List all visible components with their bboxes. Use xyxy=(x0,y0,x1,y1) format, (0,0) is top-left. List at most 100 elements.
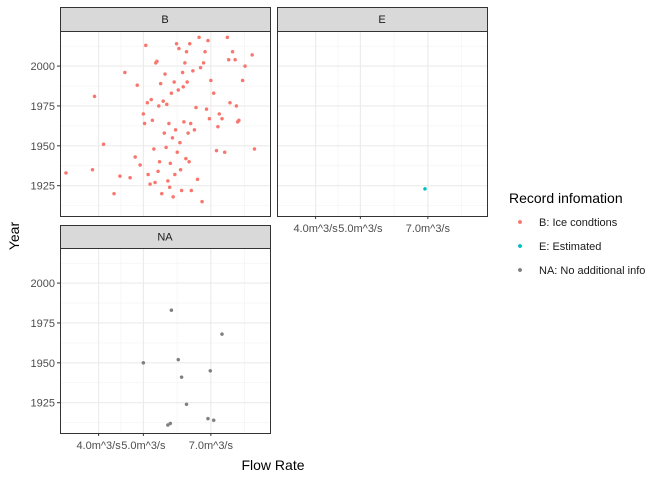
facet-b-point xyxy=(64,171,68,175)
facet-b-point xyxy=(173,128,178,132)
facet-b-point xyxy=(165,102,169,107)
facet-na-point xyxy=(168,421,173,426)
facet-b-point xyxy=(185,80,189,84)
facet-b-point xyxy=(167,121,171,126)
facet-b-point xyxy=(250,53,254,57)
facet-na-y-tick-label: 1950 xyxy=(31,358,55,370)
facet-b-point xyxy=(228,100,232,105)
facet-b-point xyxy=(209,78,213,83)
legend-label-b: B: Ice condtions xyxy=(539,217,618,229)
facet-e-x-tick-label: 4.0m^3/s xyxy=(293,223,338,235)
facet-b-point xyxy=(178,167,183,172)
facet-e-x-tick-label: 7.0m^3/s xyxy=(406,223,451,235)
facet-b-point xyxy=(211,91,216,95)
facet-b-point xyxy=(181,85,186,89)
facet-b-point xyxy=(123,70,127,75)
facet-b-point xyxy=(166,179,170,183)
y-axis-title: Year xyxy=(6,222,22,251)
facet-b-point xyxy=(128,175,132,180)
facet-b-point xyxy=(159,191,164,196)
facet-b-point xyxy=(171,195,175,199)
facet-e-strip-label: E xyxy=(378,14,385,26)
facet-b-point xyxy=(163,72,167,76)
facet-na-x-tick-label: 5.0m^3/s xyxy=(121,440,166,452)
facet-b-point xyxy=(189,188,194,193)
facet-b-point xyxy=(112,191,116,196)
facet-na-panel-border xyxy=(60,248,271,434)
legend-key-e xyxy=(518,243,523,248)
facet-e-point xyxy=(423,187,427,191)
legend-label-na: NA: No additional info xyxy=(539,265,645,277)
facet-b-y-tick-label: 1975 xyxy=(31,101,55,113)
facet-b-point xyxy=(184,156,188,161)
facet-b-point xyxy=(233,57,237,62)
facet-b-panel-background xyxy=(60,31,270,216)
facet-na-point xyxy=(208,369,213,373)
facet-b-point xyxy=(195,177,200,182)
legend-title: Record infomation xyxy=(509,190,623,206)
facet-b-point xyxy=(180,70,185,75)
facet-b-point xyxy=(135,83,140,88)
facet-na-point xyxy=(184,402,189,407)
facet-b-point xyxy=(214,148,219,153)
facet-b-point xyxy=(174,41,179,46)
facet-b-point xyxy=(230,49,235,54)
facet-na-x-tick-label: 4.0m^3/s xyxy=(76,440,121,452)
facet-b-panel-border xyxy=(60,31,271,217)
facet-b-point xyxy=(207,116,212,121)
facet-b-point xyxy=(188,121,193,126)
facet-b-point xyxy=(192,128,197,132)
facet-b-point xyxy=(240,78,245,83)
facet-na-strip-label: NA xyxy=(157,232,173,244)
facet-b-point xyxy=(206,38,210,43)
facet-b-point xyxy=(186,131,190,135)
facet-b-strip xyxy=(60,7,271,32)
facet-b-point xyxy=(201,61,206,65)
facet-na-y-tick-label: 1925 xyxy=(31,398,55,410)
facet-b-point xyxy=(175,150,180,155)
facet-b-point xyxy=(197,35,201,40)
facet-e-x-tick-label: 5.0m^3/s xyxy=(338,223,383,235)
facet-b-point xyxy=(172,80,176,84)
facet-b-point xyxy=(138,163,142,167)
facet-na-point xyxy=(176,357,181,362)
facet-b-point xyxy=(150,118,155,123)
facet-na-point xyxy=(169,308,174,312)
legend-key-b xyxy=(518,219,523,224)
facet-na-point xyxy=(179,375,184,379)
facet-b-point xyxy=(194,105,198,110)
facet-b-point xyxy=(200,199,204,204)
legend-key-na xyxy=(518,268,523,273)
x-axis-title: Flow Rate xyxy=(241,457,304,473)
facet-b-point xyxy=(168,161,173,166)
facet-b-point xyxy=(146,172,150,177)
facet-b-point xyxy=(176,88,181,92)
facet-b-point xyxy=(92,94,97,99)
facet-b-point xyxy=(216,124,220,129)
facet-b-point xyxy=(187,41,192,46)
facet-na-y-tick-label: 1975 xyxy=(31,318,55,330)
facet-b-point xyxy=(184,49,189,54)
facet-b-point xyxy=(149,97,154,102)
facet-b-point xyxy=(170,136,175,140)
facet-b-point xyxy=(152,147,156,151)
facet-b-point xyxy=(226,57,231,62)
facet-b-y-tick-label: 2000 xyxy=(31,61,55,73)
facet-na-point xyxy=(166,423,170,427)
facet-b-point xyxy=(155,59,159,64)
facet-b-point xyxy=(142,121,147,126)
facet-b-point xyxy=(133,155,137,159)
facet-b-point xyxy=(198,65,203,70)
facet-na-point xyxy=(206,416,210,421)
facet-b-point xyxy=(225,35,230,40)
facet-b-point xyxy=(101,142,106,147)
facet-b-y-tick-label: 1950 xyxy=(31,141,55,153)
facet-b-point xyxy=(179,188,184,193)
facet-b-point xyxy=(237,118,241,123)
facet-na-point xyxy=(220,332,224,336)
facet-b-point xyxy=(220,116,224,121)
facet-b-point xyxy=(156,104,161,108)
facet-b-point xyxy=(162,131,167,135)
facet-na-point xyxy=(211,418,216,423)
